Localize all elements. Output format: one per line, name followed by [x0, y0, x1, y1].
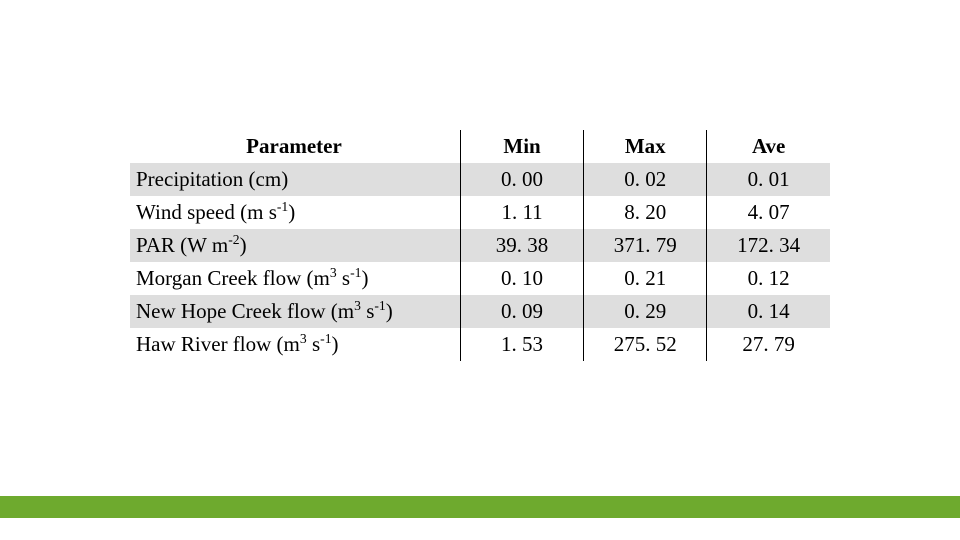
- superscript: -1: [320, 331, 331, 346]
- col-header-min: Min: [460, 130, 583, 163]
- table-row: Precipitation (cm)0. 000. 020. 01: [130, 163, 830, 196]
- cell-max: 275. 52: [584, 328, 707, 361]
- cell-parameter: New Hope Creek flow (m3 s-1): [130, 295, 460, 328]
- cell-max: 0. 29: [584, 295, 707, 328]
- superscript: -2: [228, 232, 239, 247]
- table-row: PAR (W m-2)39. 38371. 79172. 34: [130, 229, 830, 262]
- cell-parameter: Wind speed (m s-1): [130, 196, 460, 229]
- cell-ave: 0. 12: [707, 262, 830, 295]
- cell-ave: 27. 79: [707, 328, 830, 361]
- cell-ave: 4. 07: [707, 196, 830, 229]
- superscript: 3: [354, 298, 361, 313]
- table-body: Precipitation (cm)0. 000. 020. 01Wind sp…: [130, 163, 830, 361]
- cell-parameter: Morgan Creek flow (m3 s-1): [130, 262, 460, 295]
- col-header-parameter: Parameter: [130, 130, 460, 163]
- col-header-ave: Ave: [707, 130, 830, 163]
- cell-parameter: Haw River flow (m3 s-1): [130, 328, 460, 361]
- parameter-table-container: Parameter Min Max Ave Precipitation (cm)…: [130, 130, 830, 361]
- cell-max: 0. 02: [584, 163, 707, 196]
- col-header-max: Max: [584, 130, 707, 163]
- cell-min: 1. 53: [460, 328, 583, 361]
- superscript: 3: [300, 331, 307, 346]
- superscript: 3: [330, 265, 337, 280]
- cell-ave: 0. 01: [707, 163, 830, 196]
- cell-min: 0. 00: [460, 163, 583, 196]
- superscript: -1: [350, 265, 361, 280]
- cell-min: 1. 11: [460, 196, 583, 229]
- cell-max: 0. 21: [584, 262, 707, 295]
- superscript: -1: [277, 199, 288, 214]
- cell-ave: 0. 14: [707, 295, 830, 328]
- cell-parameter: Precipitation (cm): [130, 163, 460, 196]
- table-row: Wind speed (m s-1)1. 118. 204. 07: [130, 196, 830, 229]
- table-row: New Hope Creek flow (m3 s-1)0. 090. 290.…: [130, 295, 830, 328]
- cell-min: 0. 10: [460, 262, 583, 295]
- footer-accent-bar: [0, 496, 960, 518]
- cell-min: 39. 38: [460, 229, 583, 262]
- superscript: -1: [374, 298, 385, 313]
- cell-parameter: PAR (W m-2): [130, 229, 460, 262]
- cell-max: 371. 79: [584, 229, 707, 262]
- table-header-row: Parameter Min Max Ave: [130, 130, 830, 163]
- cell-min: 0. 09: [460, 295, 583, 328]
- cell-ave: 172. 34: [707, 229, 830, 262]
- table-row: Morgan Creek flow (m3 s-1)0. 100. 210. 1…: [130, 262, 830, 295]
- parameter-table: Parameter Min Max Ave Precipitation (cm)…: [130, 130, 830, 361]
- table-row: Haw River flow (m3 s-1)1. 53275. 5227. 7…: [130, 328, 830, 361]
- cell-max: 8. 20: [584, 196, 707, 229]
